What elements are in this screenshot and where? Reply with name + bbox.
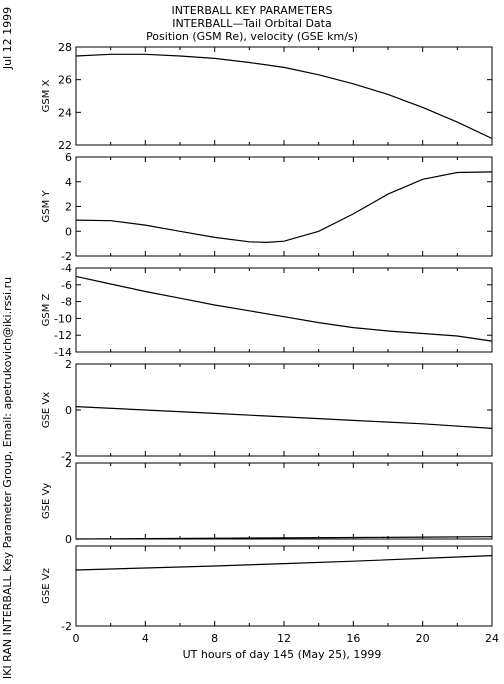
title-line2: INTERBALL—Tail Orbital Data — [172, 17, 331, 30]
y-tick-label: -2 — [61, 620, 72, 633]
y-tick-label: 6 — [65, 151, 72, 164]
side-credit: IKI RAN INTERBALL Key Parameter Group, E… — [1, 277, 14, 679]
y-tick-label: -14 — [54, 346, 72, 359]
side-date: Jul 12 1999 — [1, 7, 14, 70]
x-tick-label: 12 — [277, 632, 291, 645]
y-tick-label: 4 — [65, 176, 72, 189]
y-tick-label: -2 — [61, 450, 72, 463]
y-tick-label: 0 — [65, 404, 72, 417]
y-tick-label: 2 — [65, 358, 72, 371]
y-tick-label: -8 — [61, 296, 72, 309]
series-line — [75, 406, 493, 429]
series-line — [75, 53, 493, 140]
x-tick-label: 24 — [485, 632, 499, 645]
panel-frame — [75, 46, 493, 146]
y-axis-label: GSE Vy — [41, 483, 52, 519]
y-tick-label: 26 — [58, 74, 72, 87]
y-tick-label: -4 — [61, 262, 72, 275]
y-axis-label: GSE Vz — [41, 568, 52, 604]
title-line3: Position (GSM Re), velocity (GSE km/s) — [146, 30, 358, 43]
y-tick-label: 28 — [58, 41, 72, 54]
series-line — [75, 536, 493, 540]
x-tick-label: 20 — [416, 632, 430, 645]
y-tick-label: 2 — [65, 457, 72, 470]
series-line — [75, 171, 493, 244]
x-tick-label: 8 — [211, 632, 218, 645]
series-line — [75, 275, 493, 342]
y-tick-label: 24 — [58, 106, 72, 119]
y-axis-label: GSM X — [41, 79, 52, 112]
y-axis-label: GSM Z — [41, 293, 52, 326]
y-tick-label: -2 — [61, 250, 72, 263]
y-tick-label: 0 — [65, 533, 72, 546]
y-tick-label: -12 — [54, 329, 72, 342]
x-tick-label: 4 — [142, 632, 149, 645]
series-line — [75, 555, 493, 571]
panel-frame — [75, 462, 493, 540]
x-tick-label: 16 — [346, 632, 360, 645]
y-tick-label: -6 — [61, 279, 72, 292]
y-tick-label: 22 — [58, 139, 72, 152]
y-axis-label: GSE Vx — [41, 392, 52, 428]
x-tick-label: 0 — [73, 632, 80, 645]
panel-frame — [75, 267, 493, 353]
x-axis-label: UT hours of day 145 (May 25), 1999 — [183, 648, 382, 661]
y-tick-label: 2 — [65, 201, 72, 214]
y-tick-label: 0 — [65, 225, 72, 238]
y-axis-label: GSM Y — [41, 190, 52, 223]
y-tick-label: -10 — [54, 312, 72, 325]
title-line1: INTERBALL KEY PARAMETERS — [172, 4, 333, 17]
